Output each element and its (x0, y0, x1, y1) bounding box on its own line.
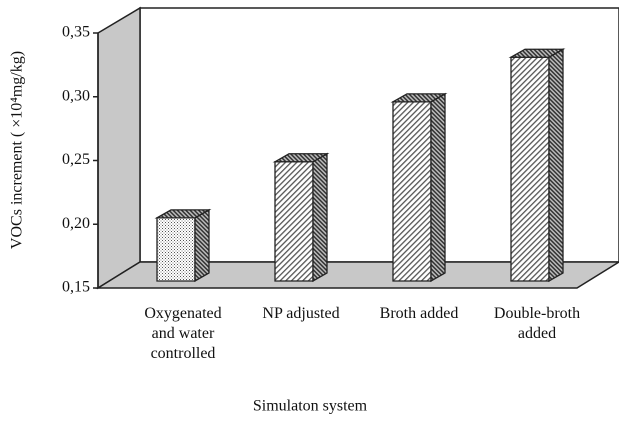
y-tick-label: 0,25 (62, 151, 90, 168)
bar-face (392, 101, 432, 282)
bar (272, 152, 330, 283)
y-axis-label: VOCs increment ( ×10⁴mg/kg) (9, 51, 26, 249)
x-tick-label: NP adjusted (262, 305, 340, 322)
bar-face (312, 152, 328, 283)
bar-face (154, 209, 212, 219)
bar-face (156, 217, 196, 282)
bar-face (272, 153, 330, 163)
side-wall (97, 6, 141, 290)
x-tick-label: Double-broth added (493, 305, 581, 342)
x-tick-label: Oxygenated and water controlled (144, 305, 222, 362)
x-tick-label: Broth added (379, 305, 459, 322)
x-axis-label: Simulaton system (253, 398, 368, 415)
bar (508, 48, 566, 283)
bar-face (194, 208, 210, 283)
y-tick-label: 0,15 (62, 279, 90, 296)
bar-face (548, 48, 564, 283)
floor (95, 261, 619, 289)
bar-face (510, 56, 550, 282)
y-tick-label: 0,20 (62, 215, 90, 232)
bar (154, 208, 212, 283)
y-tick-label: 0,30 (62, 87, 90, 104)
y-tick-label: 0,35 (62, 24, 90, 41)
bar-face (274, 161, 314, 282)
bar (390, 92, 448, 283)
bar-face (390, 93, 448, 103)
bar-face (508, 48, 566, 58)
bar-face (430, 92, 446, 283)
